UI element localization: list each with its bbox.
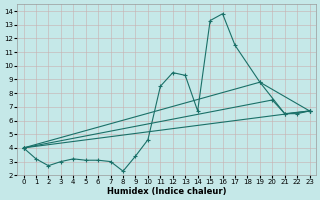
X-axis label: Humidex (Indice chaleur): Humidex (Indice chaleur) xyxy=(107,187,226,196)
